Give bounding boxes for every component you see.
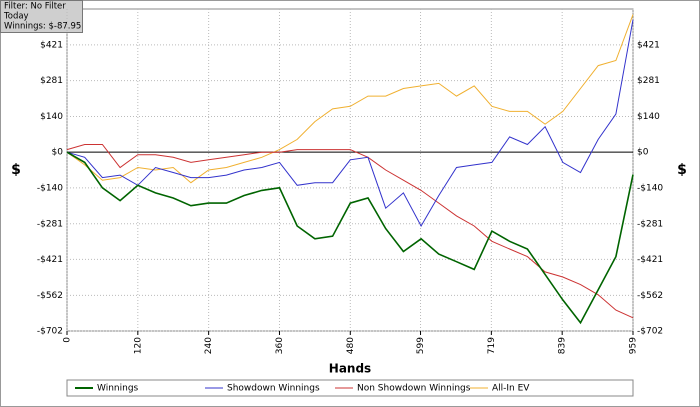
y-tick-label: $421 (40, 40, 63, 50)
x-tick-label: 959 (629, 337, 639, 354)
x-tick-label: 719 (487, 337, 497, 354)
plot-area (66, 8, 634, 332)
y-tick-label: -$562 (37, 291, 63, 301)
y-tick-label: -$140 (37, 183, 63, 193)
y-tick-label: $281 (637, 76, 660, 86)
y-tick-label: $140 (637, 112, 660, 122)
y-tick-label: $0 (52, 148, 64, 158)
y-tick-label: -$140 (637, 183, 663, 193)
y-tick-label: -$421 (37, 255, 63, 265)
y-tick-label: -$421 (637, 255, 663, 265)
y-axis-title: $ (677, 162, 687, 178)
legend-label: All-In EV (492, 384, 530, 394)
x-tick-label: 120 (133, 337, 143, 354)
y-tick-label: -$562 (637, 291, 663, 301)
y-tick-label: $0 (637, 148, 649, 158)
x-tick-label: 599 (416, 337, 426, 354)
annotation: Today (3, 12, 29, 22)
x-axis-title: Hands (329, 362, 371, 376)
y-tick-label: -$281 (37, 219, 63, 229)
annotation: Winnings: $-87.95 (4, 22, 81, 32)
x-tick-label: 0 (63, 337, 73, 343)
y-tick-label: -$281 (637, 219, 663, 229)
legend-label: Showdown Winnings (227, 384, 320, 394)
x-tick-label: 839 (558, 337, 568, 354)
y-tick-label: $281 (40, 76, 63, 86)
x-tick-label: 240 (204, 337, 214, 354)
y-axis-title: $ (11, 162, 21, 178)
annotation: Filter: No Filter (4, 2, 66, 12)
x-tick-label: 360 (275, 337, 285, 354)
series-line (66, 151, 634, 325)
legend-label: Winnings (97, 384, 139, 394)
y-tick-label: $421 (637, 40, 660, 50)
legend-label: Non Showdown Winnings (357, 384, 471, 394)
series-line (66, 19, 634, 228)
y-tick-label: -$702 (637, 327, 663, 337)
y-tick-label: -$702 (37, 327, 63, 337)
filter-box (0, 0, 83, 33)
y-tick-label: $140 (40, 112, 63, 122)
x-tick-label: 480 (346, 337, 356, 354)
